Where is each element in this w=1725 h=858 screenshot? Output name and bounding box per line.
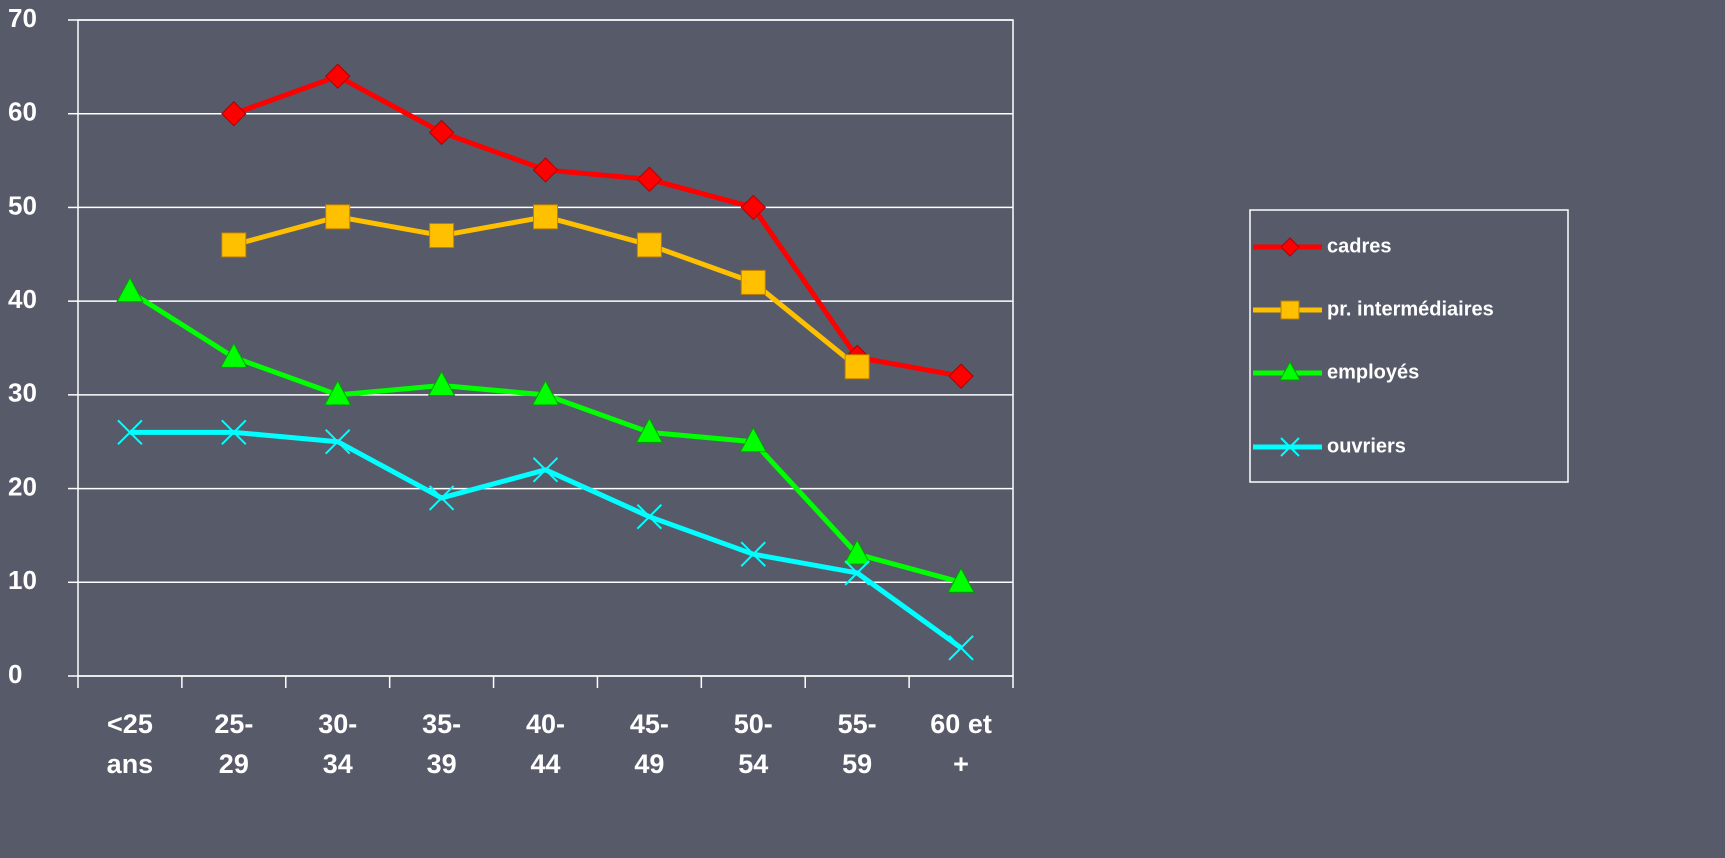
series-line [232, 73, 962, 379]
x-tick-label: 29 [219, 749, 249, 779]
data-point [428, 485, 455, 511]
x-tick-label: 59 [842, 749, 872, 779]
legend-marker [1280, 237, 1300, 257]
x-tick-label: 44 [530, 749, 560, 779]
data-point [427, 370, 456, 396]
x-tick-label: 40- [526, 709, 565, 739]
x-tick-label: 55- [838, 709, 877, 739]
data-point [325, 204, 351, 230]
data-point [635, 417, 664, 443]
data-point [428, 119, 455, 146]
x-tick-label: 60 et [930, 709, 992, 739]
y-tick-label: 40 [8, 284, 37, 314]
legend-label: ouvriers [1327, 435, 1406, 457]
x-tick-label: <25 [107, 709, 153, 739]
data-point [844, 354, 870, 380]
data-point [325, 63, 351, 89]
data-point [117, 419, 143, 446]
data-point [636, 503, 663, 530]
y-tick-label: 50 [8, 190, 37, 220]
data-point [948, 363, 974, 389]
data-point [533, 204, 558, 230]
legend-label: cadres [1327, 235, 1392, 257]
y-tick-label: 70 [8, 3, 37, 33]
x-tick-label: 50- [734, 709, 773, 739]
data-point [219, 342, 248, 368]
data-point [325, 429, 351, 455]
data-point [844, 560, 870, 586]
legend-label: pr. intermédiaires [1327, 298, 1494, 320]
data-point [532, 157, 559, 183]
y-tick-label: 0 [8, 659, 22, 689]
x-tick-label: + [953, 749, 969, 779]
data-point [947, 567, 975, 593]
legend-label: employés [1327, 361, 1419, 383]
data-point [221, 232, 247, 258]
x-tick-label: 54 [738, 749, 768, 779]
data-point [636, 166, 663, 193]
x-tick-label: 45- [630, 709, 669, 739]
data-point [221, 101, 247, 127]
data-point [740, 194, 766, 221]
data-point [531, 379, 560, 406]
x-tick-label: 30- [318, 709, 357, 739]
legend-marker [1280, 300, 1300, 320]
y-tick-label: 30 [8, 378, 37, 408]
data-point [221, 419, 247, 446]
y-tick-label: 10 [8, 565, 37, 595]
x-tick-label: 35- [422, 709, 461, 739]
data-point [116, 276, 144, 303]
x-tick-label: 25- [214, 709, 253, 739]
data-point [532, 457, 559, 483]
data-point [636, 232, 662, 258]
data-point [429, 223, 455, 249]
x-tick-label: 39 [427, 749, 457, 779]
y-tick-label: 20 [8, 471, 37, 501]
x-tick-label: 34 [323, 749, 353, 779]
data-point [843, 539, 872, 565]
data-point [948, 635, 974, 661]
x-tick-label: 49 [634, 749, 664, 779]
data-point [323, 379, 352, 406]
legend-box [1249, 209, 1569, 483]
data-point [740, 269, 766, 295]
x-tick-label: ans [107, 749, 154, 779]
data-point [739, 426, 768, 453]
plot-frame [77, 19, 1014, 677]
legend-marker [1280, 437, 1300, 457]
data-point [740, 541, 766, 567]
legend-marker [1279, 360, 1301, 381]
y-tick-label: 60 [8, 97, 37, 127]
